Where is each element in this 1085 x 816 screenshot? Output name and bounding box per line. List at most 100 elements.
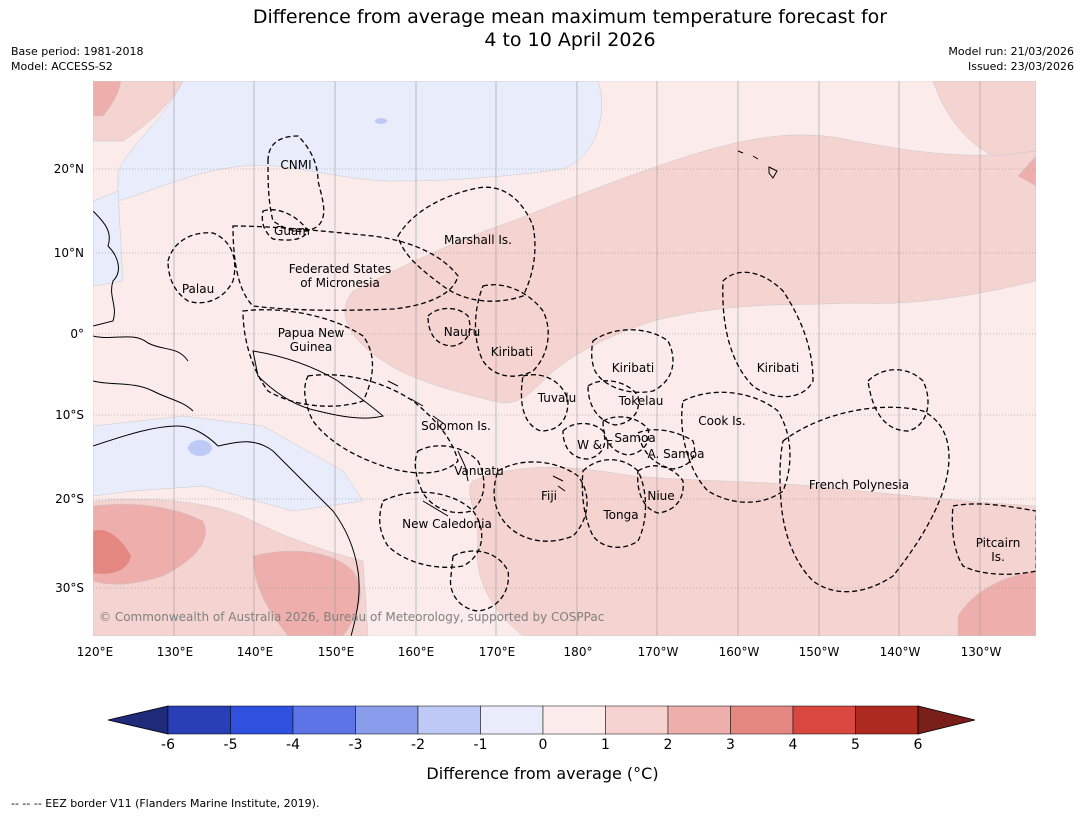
- eez-new-caledonia: [379, 491, 483, 568]
- label-niue: Niue: [647, 489, 674, 503]
- colorbar-segment: [855, 705, 919, 735]
- colorbar-tick-label: 4: [788, 737, 798, 753]
- label-cnmi: CNMI: [280, 158, 311, 172]
- x-tick-label: 130°E: [156, 645, 194, 659]
- meta-right: Model run: 21/03/2026 Issued: 23/03/2026: [948, 44, 1074, 74]
- x-tick-label: 160°E: [397, 645, 435, 659]
- eez-kiribati-gilbert: [474, 284, 549, 377]
- eez-vanuatu: [414, 445, 485, 514]
- colorbar-segment: [292, 705, 356, 735]
- label-solomon: Solomon Is.: [421, 419, 491, 433]
- colorbar-tick-label: 1: [601, 737, 610, 753]
- label-pitcairn-line2: Is.: [991, 550, 1005, 564]
- colorbar-tick-label: 6: [913, 737, 923, 753]
- issued-date: Issued: 23/03/2026: [967, 60, 1074, 73]
- label-png-line1: Papua New: [278, 326, 345, 340]
- meta-left: Base period: 1981-2018 Model: ACCESS-S2: [11, 44, 143, 74]
- eez-guam: [261, 209, 309, 241]
- warm-anomaly-south: [469, 467, 1036, 636]
- colorbar-tick-label: 3: [726, 737, 735, 753]
- eez-niue: [637, 465, 684, 514]
- title-line-2: 4 to 10 April 2026: [484, 29, 656, 51]
- coast-fiji: [552, 475, 566, 492]
- x-tick-label: 140°E: [236, 645, 274, 659]
- eez-tonga: [581, 459, 647, 548]
- forecast-map: CNMI Guam Palau Federated States of Micr…: [93, 81, 1036, 636]
- label-american-samoa: A. Samoa: [648, 447, 705, 461]
- eez-new-caledonia-south: [449, 550, 510, 612]
- colorbar-segment: [230, 705, 294, 735]
- coastlines: [93, 150, 778, 636]
- colorbar-segment: [667, 705, 731, 735]
- model-run: Model run: 21/03/2026: [948, 45, 1074, 58]
- copyright-notice: © Commonwealth of Australia 2026, Bureau…: [99, 610, 604, 624]
- label-fiji: Fiji: [541, 489, 557, 503]
- x-tick-label: 120°E: [76, 645, 114, 659]
- graticule: [173, 81, 981, 636]
- hot-anomaly-nw: [93, 81, 122, 117]
- eez-png: [242, 309, 374, 407]
- hot-anomaly-se: [957, 570, 1036, 636]
- colorbar-tick-label: 5: [851, 737, 860, 753]
- colorbar-tick-label: 0: [538, 737, 548, 753]
- label-guam: Guam: [274, 224, 310, 238]
- colorbar-segment: [605, 705, 669, 735]
- y-tick-label: 10°N: [53, 246, 84, 260]
- eez-samoa: [602, 416, 650, 456]
- label-kiribati-west: Kiribati: [491, 345, 533, 359]
- coast-vanuatu: [457, 450, 469, 482]
- label-tuvalu: Tuvalu: [537, 391, 577, 405]
- label-french-polynesia: French Polynesia: [809, 478, 909, 492]
- eez-marshall: [397, 186, 536, 302]
- model-name: Model: ACCESS-S2: [11, 60, 113, 73]
- y-tick-label: 20°S: [55, 492, 84, 506]
- x-tick-label: 170°W: [637, 645, 679, 659]
- colorbar-segment: [542, 705, 606, 735]
- label-cook: Cook Is.: [698, 414, 745, 428]
- very-hot-anomaly-sw: [93, 530, 131, 574]
- hot-anomaly-ne: [1017, 155, 1036, 187]
- label-wallis-futuna: W & F: [577, 438, 613, 452]
- colorbar-tick-label: 2: [663, 737, 673, 753]
- eez-tokelau: [587, 380, 640, 426]
- hot-anomaly-australia: [252, 550, 361, 636]
- eez-palau: [167, 232, 236, 304]
- colorbar-tick-label: -6: [161, 737, 175, 753]
- eez-wallis-futuna: [562, 422, 606, 460]
- colorbar-tick-label: -3: [348, 737, 363, 753]
- coast-new-caledonia: [422, 500, 449, 517]
- cool-spot-north: [375, 118, 387, 124]
- coast-hawaii: [737, 150, 778, 179]
- colorbar-tick-label: -5: [223, 737, 238, 753]
- label-fsm-line2: of Micronesia: [300, 276, 380, 290]
- footer-note: -- -- -- EEZ border V11 (Flanders Marine…: [11, 797, 320, 810]
- title-line-1: Difference from average mean maximum tem…: [252, 6, 888, 28]
- label-new-caledonia: New Caledonia: [402, 517, 492, 531]
- eez-pitcairn: [951, 503, 1036, 575]
- coast-solomon: [387, 380, 444, 424]
- colorbar-segment: [417, 705, 481, 735]
- y-tick-label: 0°: [70, 327, 84, 341]
- x-tick-label: 160°W: [718, 645, 760, 659]
- x-tick-label: 150°E: [317, 645, 355, 659]
- label-nauru: Nauru: [444, 325, 480, 339]
- colorbar-segment: [792, 705, 856, 735]
- eez-fiji: [493, 461, 588, 542]
- y-tick-label: 20°N: [53, 162, 84, 176]
- label-kiribati-east: Kiribati: [757, 361, 799, 375]
- x-tick-label: 170°E: [478, 645, 516, 659]
- label-palau: Palau: [182, 282, 214, 296]
- coast-australia: [93, 425, 360, 636]
- label-tonga: Tonga: [602, 508, 638, 522]
- colorbar-tick-label: -4: [286, 737, 300, 753]
- eez-borders: [167, 135, 1036, 612]
- label-samoa: Samoa: [614, 431, 655, 445]
- y-tick-label: 30°S: [55, 581, 84, 595]
- eez-kiribati-phoenix: [591, 329, 674, 393]
- label-png-line2: Guinea: [290, 340, 333, 354]
- base-period: Base period: 1981-2018: [11, 45, 144, 58]
- label-kiribati-central: Kiribati: [612, 361, 654, 375]
- label-fsm-line1: Federated States: [289, 262, 391, 276]
- label-vanuatu: Vanuatu: [454, 464, 504, 478]
- label-marshall: Marshall Is.: [444, 233, 512, 247]
